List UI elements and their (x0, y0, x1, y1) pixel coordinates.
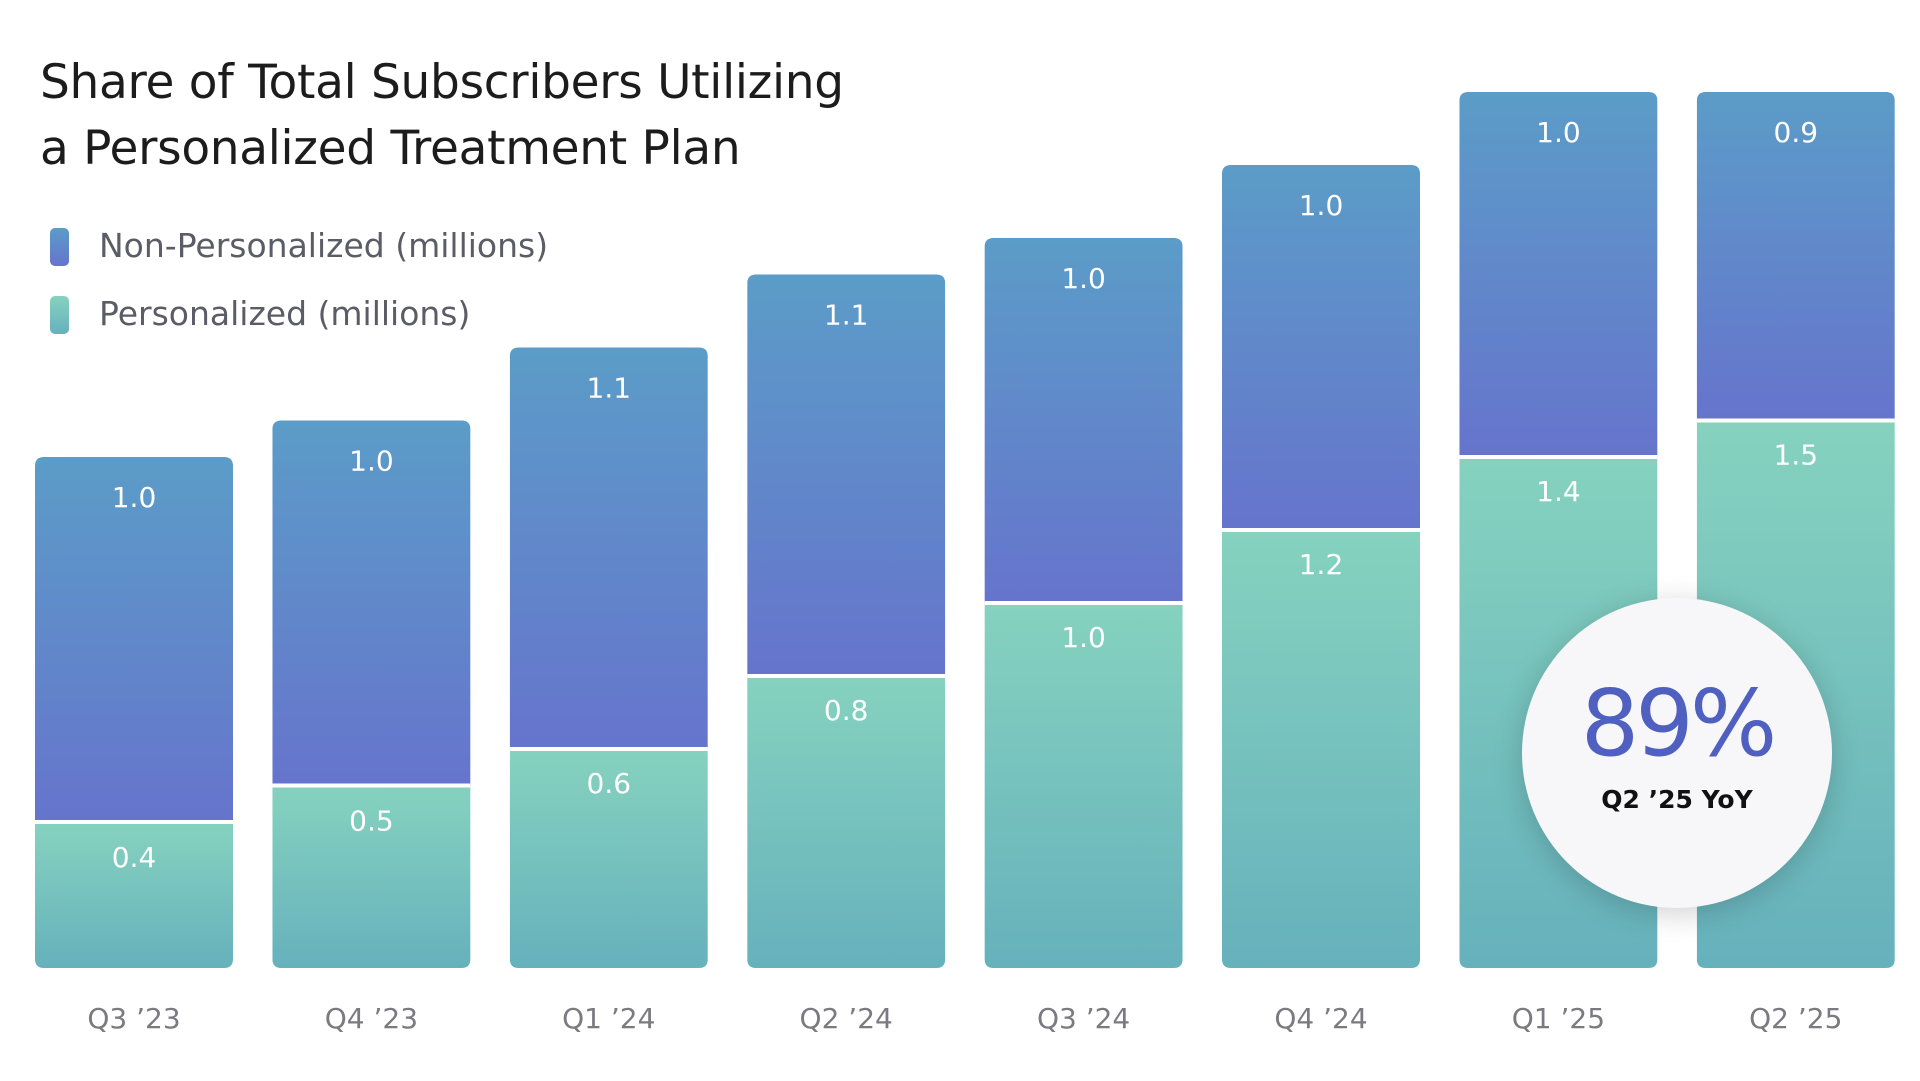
legend-swatch-non-personalized (50, 228, 69, 266)
data-label-non-personalized-q2-24: 1.1 (824, 299, 869, 332)
bar-stack-q2-24 (747, 274, 946, 968)
bar-stack-q4-24 (1222, 165, 1420, 968)
bar-segment-divider (1222, 528, 1420, 532)
chart-title-line-2: a Personalized Treatment Plan (40, 121, 741, 176)
bar-non-personalized-q4-24 (1222, 165, 1420, 530)
bar-personalized-q3-23 (35, 822, 233, 968)
bar-stack-q1-24 (509, 347, 708, 968)
data-label-personalized-q3-23: 0.4 (112, 841, 157, 874)
bar-non-personalized-q1-25 (1459, 92, 1658, 457)
data-label-personalized-q1-25: 1.4 (1536, 475, 1581, 508)
yoy-growth-badge: 89% Q2 ’25 YoY (1522, 598, 1832, 908)
bar-personalized-q3-24 (984, 603, 1183, 968)
badge-value: 89% (1580, 670, 1777, 777)
data-label-non-personalized-q3-24: 1.0 (1061, 262, 1106, 295)
bar-personalized-q1-24 (509, 749, 708, 968)
data-label-personalized-q2-25: 1.5 (1774, 439, 1819, 472)
badge-label: Q2 ’25 YoY (1601, 785, 1753, 814)
data-label-personalized-q4-24: 1.2 (1299, 548, 1344, 581)
data-label-personalized-q3-24: 1.0 (1061, 621, 1106, 654)
bar-stack-q3-23 (35, 457, 233, 968)
data-label-personalized-q2-24: 0.8 (824, 694, 869, 727)
data-label-non-personalized-q4-24: 1.0 (1299, 189, 1344, 222)
bar-non-personalized-q3-23 (35, 457, 233, 822)
bar-personalized-q4-24 (1222, 530, 1420, 968)
bar-segment-divider (509, 747, 708, 751)
data-label-non-personalized-q1-25: 1.0 (1536, 116, 1581, 149)
chart-title-line-1: Share of Total Subscribers Utilizing (40, 55, 844, 110)
chart-title: Share of Total Subscribers Utilizing a P… (40, 50, 940, 182)
bar-segment-divider (1459, 455, 1658, 459)
bar-stack-q3-24 (984, 238, 1183, 968)
data-label-non-personalized-q4-23: 1.0 (349, 445, 394, 478)
bar-segment-divider (747, 674, 946, 678)
bar-personalized-q2-24 (747, 676, 946, 968)
bar-segment-divider (35, 820, 233, 824)
data-label-personalized-q4-23: 0.5 (349, 805, 394, 838)
bar-non-personalized-q2-24 (747, 274, 946, 676)
x-tick-label-q4-24: Q4 ’24 (1274, 1002, 1367, 1035)
data-label-non-personalized-q2-25: 0.9 (1774, 116, 1819, 149)
bar-non-personalized-q1-24 (509, 347, 708, 749)
legend-label-non-personalized: Non-Personalized (millions) (99, 226, 549, 265)
legend-swatch-personalized (50, 296, 69, 334)
x-tick-label-q3-23: Q3 ’23 (87, 1002, 180, 1035)
bar-segment-divider (272, 783, 471, 788)
bar-non-personalized-q2-25 (1696, 92, 1895, 421)
bar-segment-divider (1696, 418, 1895, 423)
x-tick-label-q3-24: Q3 ’24 (1037, 1002, 1130, 1035)
x-tick-label-q4-23: Q4 ’23 (325, 1002, 418, 1035)
bar-stack-q4-23 (272, 420, 471, 968)
x-tick-label-q1-24: Q1 ’24 (562, 1002, 655, 1035)
x-tick-label-q2-24: Q2 ’24 (800, 1002, 893, 1035)
bar-non-personalized-q3-24 (984, 238, 1183, 603)
bar-non-personalized-q4-23 (272, 420, 471, 786)
x-tick-label-q1-25: Q1 ’25 (1512, 1002, 1605, 1035)
bar-personalized-q4-23 (272, 785, 471, 968)
data-label-non-personalized-q1-24: 1.1 (587, 372, 632, 405)
legend-label-personalized: Personalized (millions) (99, 294, 471, 333)
bar-segment-divider (984, 601, 1183, 605)
data-label-personalized-q1-24: 0.6 (587, 767, 632, 800)
data-label-non-personalized-q3-23: 1.0 (112, 481, 157, 514)
x-tick-label-q2-25: Q2 ’25 (1749, 1002, 1842, 1035)
